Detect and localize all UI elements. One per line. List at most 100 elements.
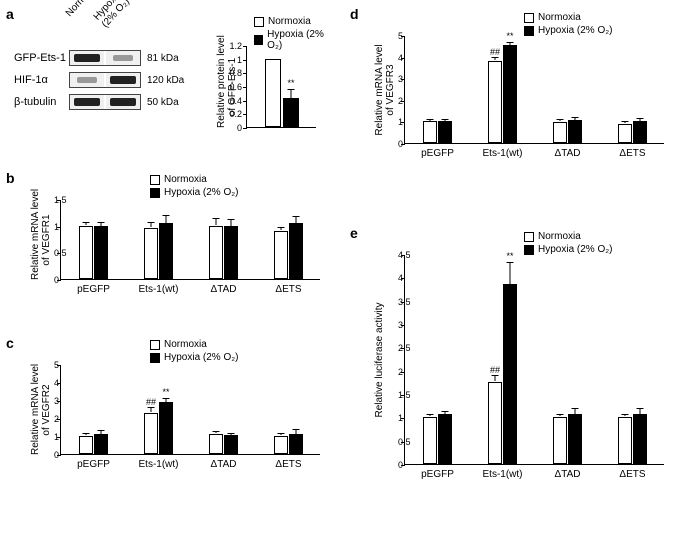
- bar: [79, 226, 93, 279]
- bar: [159, 223, 173, 279]
- y-tick: 0: [237, 123, 242, 133]
- error-bar: [575, 118, 576, 121]
- bar: [438, 414, 452, 464]
- y-axis-label: Relative mRNA level of VEGFR3: [374, 36, 396, 144]
- x-tick: pEGFP: [77, 284, 110, 295]
- wb-band-wrap: [69, 94, 141, 110]
- legend-swatch: [524, 26, 534, 36]
- bar: [283, 98, 299, 127]
- error-bar: [231, 434, 232, 435]
- error-bar: [575, 409, 576, 414]
- bar: [209, 226, 223, 279]
- legend-label: Normoxia: [268, 16, 311, 27]
- legend-swatch: [524, 245, 534, 255]
- bar: [553, 417, 567, 464]
- error-bar: [101, 223, 102, 226]
- legend-item: Hypoxia (2% O₂): [150, 187, 238, 198]
- legend-swatch: [150, 340, 160, 350]
- panel-c: c pEGFPEts-1(wt)##**ΔTADΔETSRelative mRN…: [6, 335, 336, 475]
- wb-col-label-1: Hypoxia (2% O₂): [92, 0, 133, 30]
- x-tick: Ets-1(wt): [483, 469, 523, 480]
- annotation: **: [506, 251, 513, 261]
- error-bar: [510, 43, 511, 45]
- panel-d: d pEGFPEts-1(wt)##**ΔTADΔETSRelative mRN…: [350, 6, 680, 166]
- legend-swatch: [150, 175, 160, 185]
- legend-label: Normoxia: [538, 12, 581, 23]
- bar: [618, 124, 632, 143]
- x-tick: ΔETS: [275, 284, 301, 295]
- bar: [94, 434, 108, 454]
- legend: NormoxiaHypoxia (2% O₂): [150, 339, 238, 363]
- x-tick: ΔTAD: [211, 284, 237, 295]
- chart-d: pEGFPEts-1(wt)##**ΔTADΔETS Relative mRNA …: [354, 6, 680, 166]
- western-blot: Normoxia Hypoxia (2% O₂) GFP-Ets-181 kDa…: [14, 50, 184, 116]
- error-bar: [296, 430, 297, 435]
- y-tick: 1.2: [229, 41, 242, 51]
- wb-protein-label: GFP-Ets-1: [14, 52, 69, 64]
- annotation: ##: [490, 365, 500, 375]
- legend-swatch: [524, 13, 534, 23]
- annotation: **: [506, 31, 513, 41]
- bar: [503, 284, 517, 464]
- x-tick: pEGFP: [77, 459, 110, 470]
- wb-kda: 50 kDa: [147, 97, 179, 108]
- error-bar: [151, 408, 152, 412]
- error-bar: [560, 415, 561, 416]
- bar: [423, 121, 437, 143]
- x-tick: ΔTAD: [211, 459, 237, 470]
- bar: [144, 413, 158, 454]
- legend-item: Normoxia: [524, 231, 612, 242]
- error-bar: [281, 434, 282, 435]
- error-bar: [151, 223, 152, 227]
- error-bar: [510, 263, 511, 284]
- chart-area: **: [246, 46, 316, 128]
- panel-a: a Normoxia Hypoxia (2% O₂) GFP-Ets-181 k…: [6, 6, 336, 146]
- bar: [224, 435, 238, 454]
- x-tick: ΔETS: [619, 469, 645, 480]
- bar: [438, 121, 452, 143]
- bar: [488, 382, 502, 464]
- wb-band-wrap: [69, 50, 141, 66]
- wb-band: [106, 73, 140, 87]
- bar: [488, 61, 502, 143]
- x-tick: Ets-1(wt): [139, 284, 179, 295]
- error-bar: [216, 432, 217, 433]
- wb-row: β-tubulin 50 kDa: [14, 94, 184, 110]
- error-bar: [216, 219, 217, 224]
- y-tick: 0.4: [229, 96, 242, 106]
- legend-item: Hypoxia (2% O₂): [254, 29, 334, 51]
- bar: [633, 121, 647, 143]
- bar: [633, 414, 647, 464]
- bar: [289, 223, 303, 279]
- bar: [503, 45, 517, 143]
- chart-area: pEGFPEts-1(wt)ΔTADΔETS: [60, 200, 320, 280]
- legend-item: Normoxia: [150, 174, 238, 185]
- bar: [224, 226, 238, 279]
- bar: [209, 434, 223, 454]
- chart-area: pEGFPEts-1(wt)##**ΔTADΔETS: [60, 365, 320, 455]
- legend: Normoxia Hypoxia (2% O₂): [524, 231, 612, 255]
- error-bar: [86, 434, 87, 435]
- wb-band: [70, 73, 104, 87]
- error-bar: [445, 120, 446, 121]
- legend-label: Normoxia: [164, 174, 207, 185]
- y-tick: 0.6: [229, 82, 242, 92]
- x-tick: ΔTAD: [555, 469, 581, 480]
- chart-b: pEGFPEts-1(wt)ΔTADΔETSRelative mRNA leve…: [10, 170, 336, 310]
- legend-label: Hypoxia (2% O₂): [538, 244, 612, 255]
- annotation: ##: [146, 397, 156, 407]
- bar: [79, 436, 93, 454]
- chart-area: pEGFPEts-1(wt)##**ΔTADΔETS: [404, 36, 664, 144]
- legend-swatch: [524, 232, 534, 242]
- wb-row: GFP-Ets-181 kDa: [14, 50, 184, 66]
- wb-protein-label: β-tubulin: [14, 96, 69, 108]
- error-bar: [640, 409, 641, 414]
- chart-c: pEGFPEts-1(wt)##**ΔTADΔETSRelative mRNA …: [10, 335, 336, 475]
- legend-label: Hypoxia (2% O₂): [164, 187, 238, 198]
- legend-label: Normoxia: [164, 339, 207, 350]
- panel-b: b pEGFPEts-1(wt)ΔTADΔETSRelative mRNA le…: [6, 170, 336, 310]
- bar: [618, 417, 632, 464]
- legend-swatch: [150, 188, 160, 198]
- error-bar: [495, 58, 496, 60]
- x-tick: ΔTAD: [555, 148, 581, 159]
